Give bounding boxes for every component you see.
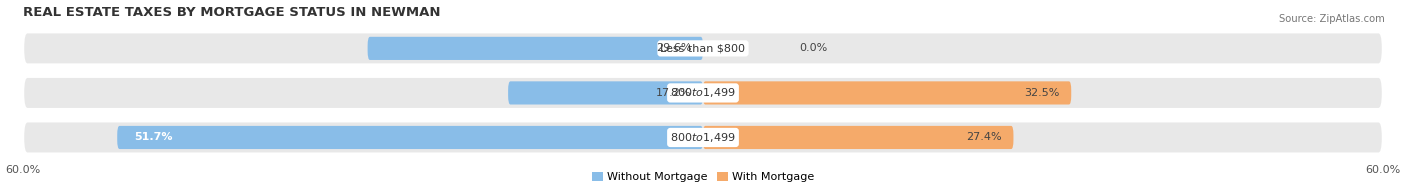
FancyBboxPatch shape (22, 77, 1384, 109)
Text: 17.2%: 17.2% (657, 88, 692, 98)
Text: Source: ZipAtlas.com: Source: ZipAtlas.com (1279, 14, 1385, 24)
Text: $800 to $1,499: $800 to $1,499 (671, 131, 735, 144)
Legend: Without Mortgage, With Mortgage: Without Mortgage, With Mortgage (588, 168, 818, 187)
FancyBboxPatch shape (117, 126, 703, 149)
Text: 29.6%: 29.6% (657, 43, 692, 53)
Text: 32.5%: 32.5% (1025, 88, 1060, 98)
Text: 51.7%: 51.7% (134, 132, 173, 143)
Text: 27.4%: 27.4% (966, 132, 1002, 143)
FancyBboxPatch shape (508, 81, 703, 105)
Text: Less than $800: Less than $800 (661, 43, 745, 53)
FancyBboxPatch shape (22, 121, 1384, 153)
Text: $800 to $1,499: $800 to $1,499 (671, 86, 735, 99)
FancyBboxPatch shape (703, 81, 1071, 105)
FancyBboxPatch shape (367, 37, 703, 60)
Text: 0.0%: 0.0% (799, 43, 828, 53)
FancyBboxPatch shape (22, 32, 1384, 64)
FancyBboxPatch shape (703, 126, 1014, 149)
Text: REAL ESTATE TAXES BY MORTGAGE STATUS IN NEWMAN: REAL ESTATE TAXES BY MORTGAGE STATUS IN … (22, 5, 440, 19)
